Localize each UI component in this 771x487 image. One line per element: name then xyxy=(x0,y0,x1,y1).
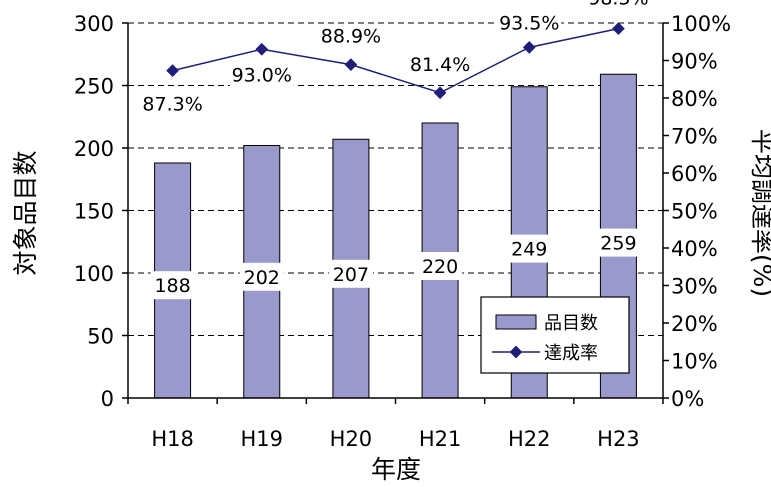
y-tick-label: 100 xyxy=(74,262,114,286)
y-tick-label: 150 xyxy=(74,200,114,224)
y-tick-label: 50 xyxy=(87,325,114,349)
axes xyxy=(122,22,669,404)
bar-label-bg xyxy=(507,234,552,263)
rate-marker xyxy=(522,41,536,54)
y2-tick-label: 0% xyxy=(671,387,704,411)
y-axis-title: 対象品目数 xyxy=(11,150,40,275)
bar-value-label: 249 xyxy=(511,239,547,261)
rate-label-bg xyxy=(229,63,294,87)
y2-tick-label: 100% xyxy=(671,12,731,36)
rate-marker xyxy=(255,42,269,56)
rate-marker xyxy=(433,86,447,100)
bar-value-label: 220 xyxy=(422,256,458,278)
legend-bar-swatch xyxy=(495,314,537,330)
rate-marker xyxy=(166,64,179,77)
bar-value-label: 202 xyxy=(244,267,280,289)
rate-value-label: 87.3% xyxy=(142,94,202,116)
bar-label-bg xyxy=(596,228,641,257)
y2-tick-label: 30% xyxy=(671,275,718,299)
x-tick-label: H22 xyxy=(508,427,551,451)
rate-label-bg xyxy=(408,52,473,76)
rate-value-label: 81.4% xyxy=(410,54,470,76)
y-tick-label: 300 xyxy=(74,12,114,36)
bar-value-label: 188 xyxy=(154,275,190,297)
y2-tick-label: 70% xyxy=(671,125,718,149)
rate-marker xyxy=(344,58,358,71)
rate-value-label: 88.9% xyxy=(321,26,381,48)
rate-value-label: 98.5% xyxy=(588,0,648,10)
legend-bar-label: 品目数 xyxy=(544,313,598,334)
y2-tick-label: 80% xyxy=(671,87,718,111)
x-tick-label: H19 xyxy=(240,427,283,451)
y2-tick-label: 10% xyxy=(671,350,718,374)
legend: 品目数 達成率 xyxy=(480,296,630,374)
gridlines xyxy=(128,22,663,336)
rate-value-label: 93.0% xyxy=(232,64,292,86)
x-tick-label: H23 xyxy=(597,427,640,451)
bar-label-bg xyxy=(328,259,373,288)
y2-tick-label: 60% xyxy=(671,162,718,186)
y2-tick-label: 90% xyxy=(671,50,718,74)
bar-value-label: 207 xyxy=(333,264,369,286)
y2-tick-label: 40% xyxy=(671,237,718,261)
y-tick-label: 0 xyxy=(101,387,114,411)
rate-label-bg xyxy=(497,11,562,35)
bar-label-bg xyxy=(418,252,463,280)
y2-tick-label: 50% xyxy=(671,200,718,224)
y2-tick-label: 20% xyxy=(671,312,718,336)
rate-label-bg xyxy=(140,92,205,116)
rate-label-bg xyxy=(318,24,383,48)
rate-value-label: 93.5% xyxy=(499,12,559,34)
rate-label-bg xyxy=(586,0,651,10)
y-tick-label: 200 xyxy=(74,137,114,161)
data-labels: 188 202 207 220 249 259 87.3% 93.0% 88.9% 81.4% 93… xyxy=(140,0,651,300)
y2-axis-title: 平均調達率(%) xyxy=(748,129,771,297)
x-axis-title: 年度 xyxy=(371,455,421,484)
rate-marker xyxy=(612,22,625,35)
x-tick-label: H20 xyxy=(330,427,373,451)
x-tick-label: H21 xyxy=(419,427,462,451)
x-tick-label: H18 xyxy=(151,427,194,451)
tick-labels: 0 50 100 150 200 250 300 0% 10% 20% 30% 40% 50% 60% 70… xyxy=(74,12,731,451)
bar-label-bg xyxy=(150,271,195,300)
y-tick-label: 250 xyxy=(74,75,114,99)
legend-box xyxy=(480,296,630,374)
legend-line-label: 達成率 xyxy=(544,343,598,364)
bar-value-label: 259 xyxy=(600,233,636,255)
rate-line xyxy=(172,27,619,94)
bar-label-bg xyxy=(239,262,284,291)
